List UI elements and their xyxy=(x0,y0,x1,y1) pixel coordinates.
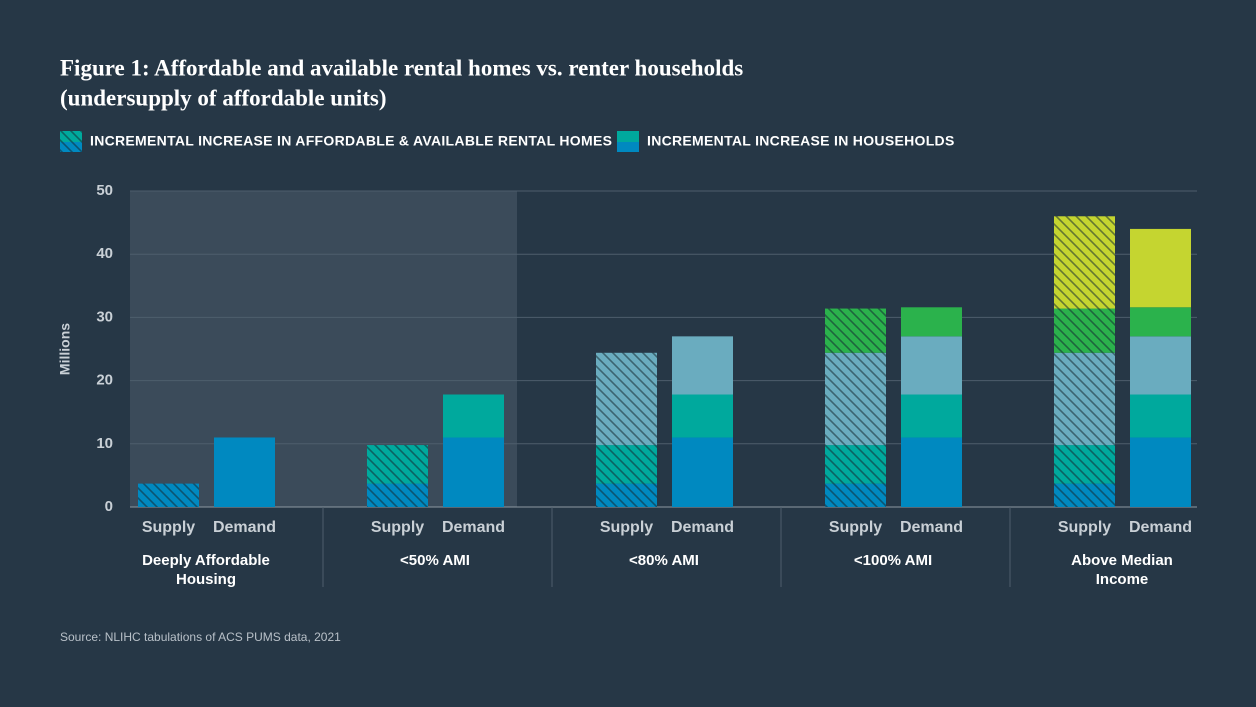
bar-segment xyxy=(596,352,657,446)
y-tick-label: 50 xyxy=(96,182,113,199)
bar-segment xyxy=(1130,437,1191,507)
bar-segment xyxy=(825,308,886,353)
bar-segment xyxy=(672,437,733,507)
bar-segment xyxy=(825,483,886,507)
bar-label: Demand xyxy=(213,519,276,536)
legend-swatch xyxy=(60,131,82,142)
bar-segment xyxy=(1054,445,1115,484)
legend-label: INCREMENTAL INCREASE IN HOUSEHOLDS xyxy=(647,133,955,149)
bar-label: Supply xyxy=(371,519,424,536)
bar-segment xyxy=(367,445,428,484)
bar-segment xyxy=(825,352,886,446)
category-label: <50% AMI xyxy=(400,552,470,569)
category-label: <80% AMI xyxy=(629,552,699,569)
legend-swatch xyxy=(617,131,639,142)
bar-label: Demand xyxy=(671,519,734,536)
bar-segment xyxy=(1130,394,1191,438)
bar-segment xyxy=(901,307,962,337)
bar-segment xyxy=(825,445,886,484)
bar-segment xyxy=(443,394,504,438)
y-tick-label: 10 xyxy=(96,435,113,452)
y-tick-label: 30 xyxy=(96,308,113,325)
bar-segment xyxy=(1054,483,1115,507)
bar-segment xyxy=(596,445,657,484)
bar-label: Demand xyxy=(442,519,505,536)
y-tick-label: 20 xyxy=(96,372,113,389)
bar-segment xyxy=(901,336,962,395)
y-axis-label: Millions xyxy=(57,323,73,375)
bar-segment xyxy=(1130,307,1191,337)
source: Source: NLIHC tabulations of ACS PUMS da… xyxy=(60,630,341,644)
bar-segment xyxy=(138,483,199,507)
chart-title: (undersupply of affordable units) xyxy=(60,85,387,110)
bar-label: Supply xyxy=(600,519,653,536)
legend-label: INCREMENTAL INCREASE IN AFFORDABLE & AVA… xyxy=(90,133,612,149)
bar-segment xyxy=(596,483,657,507)
bar-segment xyxy=(1130,228,1191,308)
category-label: <100% AMI xyxy=(853,552,933,569)
bar-label: Supply xyxy=(829,519,882,536)
legend-swatch xyxy=(60,142,82,152)
bar-segment xyxy=(367,483,428,507)
bar-segment xyxy=(672,336,733,395)
bar-segment xyxy=(901,394,962,438)
bar-label: Supply xyxy=(142,519,195,536)
bar-label: Demand xyxy=(900,519,963,536)
y-tick-label: 0 xyxy=(105,498,113,515)
bar-label: Supply xyxy=(1058,519,1111,536)
bar-segment xyxy=(901,437,962,507)
y-tick-label: 40 xyxy=(96,245,113,262)
category-label: Above Median Income xyxy=(1071,552,1173,588)
bar-segment xyxy=(672,394,733,438)
bar-label: Demand xyxy=(1129,519,1192,536)
bar-segment xyxy=(214,437,275,507)
chart-title: Figure 1: Affordable and available renta… xyxy=(60,55,743,80)
category-label: Deeply Affordable Housing xyxy=(142,552,270,588)
bar-segment xyxy=(1054,352,1115,446)
bar-segment xyxy=(1054,308,1115,353)
legend-swatch xyxy=(617,142,639,152)
bar-segment xyxy=(1130,336,1191,395)
bar-segment xyxy=(1054,216,1115,309)
bar-segment xyxy=(443,437,504,507)
